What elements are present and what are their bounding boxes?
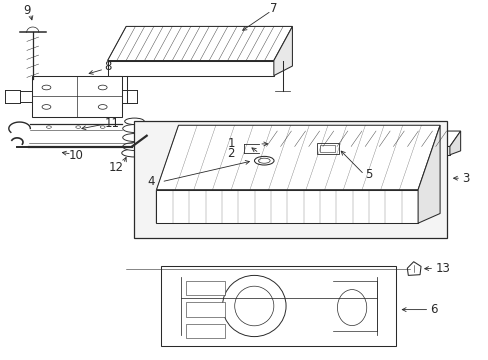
- Polygon shape: [239, 143, 265, 146]
- Text: 5: 5: [365, 168, 372, 181]
- Ellipse shape: [42, 85, 51, 90]
- Text: 6: 6: [429, 303, 437, 316]
- Bar: [185, 324, 224, 338]
- Ellipse shape: [100, 126, 105, 128]
- Text: 13: 13: [434, 262, 449, 275]
- Polygon shape: [316, 143, 338, 154]
- Text: 4: 4: [147, 175, 155, 188]
- Text: 1: 1: [227, 138, 234, 150]
- Polygon shape: [156, 125, 439, 190]
- Text: 9: 9: [23, 4, 31, 17]
- Polygon shape: [266, 131, 460, 147]
- Polygon shape: [273, 26, 292, 76]
- Polygon shape: [449, 131, 460, 155]
- Text: 10: 10: [68, 149, 83, 162]
- Text: 2: 2: [227, 147, 234, 159]
- Bar: [185, 281, 224, 295]
- Ellipse shape: [42, 104, 51, 109]
- Ellipse shape: [122, 143, 146, 150]
- Bar: [319, 145, 334, 152]
- Text: 11: 11: [105, 117, 120, 130]
- Ellipse shape: [258, 158, 269, 163]
- Text: 12: 12: [109, 161, 123, 174]
- Ellipse shape: [337, 289, 366, 325]
- Polygon shape: [107, 26, 292, 60]
- Text: 3: 3: [461, 172, 468, 185]
- Polygon shape: [417, 125, 439, 223]
- Polygon shape: [266, 147, 449, 155]
- Ellipse shape: [46, 126, 51, 128]
- Ellipse shape: [122, 149, 147, 157]
- Ellipse shape: [222, 275, 285, 337]
- Polygon shape: [107, 60, 273, 76]
- Bar: [134, 121, 447, 238]
- Polygon shape: [258, 143, 265, 157]
- Bar: [161, 266, 395, 346]
- Bar: [239, 146, 258, 157]
- Text: 7: 7: [269, 3, 277, 15]
- Ellipse shape: [122, 134, 146, 141]
- Ellipse shape: [124, 118, 144, 125]
- Polygon shape: [407, 262, 420, 275]
- Ellipse shape: [254, 156, 273, 165]
- Bar: [185, 302, 224, 317]
- Bar: [32, 76, 122, 117]
- Ellipse shape: [234, 286, 273, 326]
- Ellipse shape: [98, 85, 107, 90]
- Polygon shape: [156, 190, 417, 223]
- Text: 8: 8: [103, 60, 111, 73]
- Ellipse shape: [122, 125, 146, 132]
- Ellipse shape: [98, 104, 107, 109]
- Ellipse shape: [76, 126, 81, 128]
